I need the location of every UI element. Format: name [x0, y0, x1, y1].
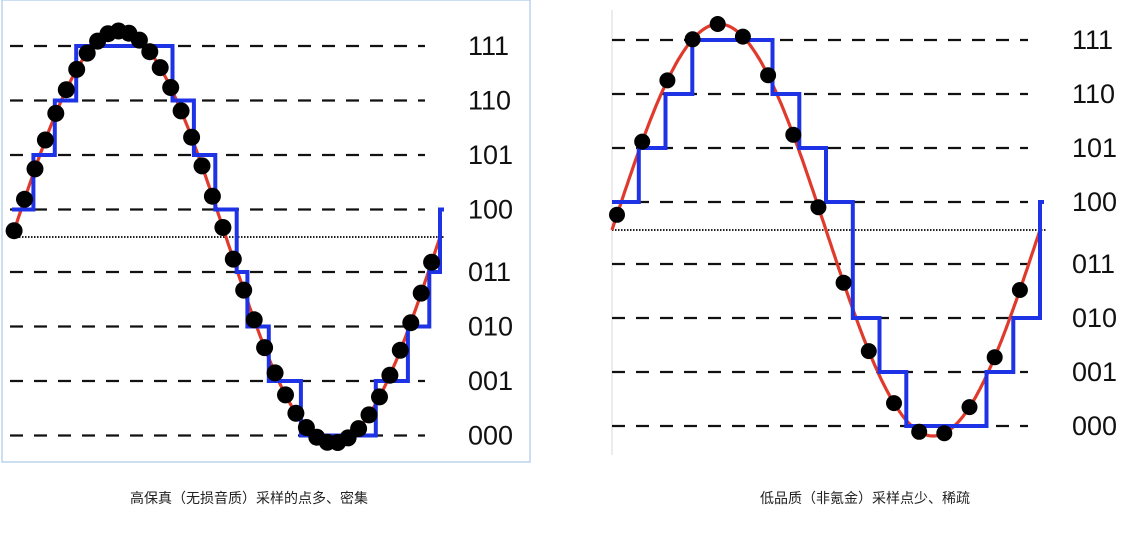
quantized-step-signal	[612, 38, 1044, 428]
sample-point	[183, 128, 201, 146]
sample-point	[810, 199, 827, 216]
sample-point	[412, 284, 430, 302]
sample-point	[709, 16, 726, 32]
low-quality-sampling-diagram: 111 110 101 100 011 010 001 000	[609, 10, 1117, 455]
sample-point	[961, 399, 978, 416]
sample-point	[172, 102, 190, 120]
sample-point	[785, 126, 802, 143]
sample-point	[734, 28, 751, 45]
level-label-001: 001	[1072, 357, 1117, 387]
level-label-001: 001	[468, 366, 513, 396]
level-label-000: 000	[468, 421, 513, 451]
sample-point	[151, 59, 169, 77]
sample-point	[266, 364, 284, 382]
sample-point	[68, 60, 86, 78]
sample-point	[835, 274, 852, 291]
level-label-010: 010	[1072, 303, 1117, 333]
sample-point	[47, 104, 65, 122]
sample-point	[360, 406, 378, 424]
sample-point	[423, 253, 441, 271]
sample-point	[78, 44, 96, 62]
sample-point	[684, 31, 701, 48]
sample-point	[224, 250, 242, 268]
sample-point	[26, 160, 44, 178]
level-label-010: 010	[468, 312, 513, 342]
sample-point	[760, 67, 777, 84]
level-label-000: 000	[1072, 411, 1117, 441]
sample-point	[609, 206, 625, 223]
sample-point	[936, 425, 953, 442]
high-quality-panel: 111 110 101 100 011 010 001 000	[0, 0, 540, 470]
sample-point	[911, 423, 928, 440]
high-quality-caption: 高保真（无损音质）采样的点多、密集	[130, 491, 368, 507]
sample-point	[381, 366, 399, 384]
sample-point	[277, 386, 294, 404]
sample-point	[391, 341, 409, 359]
sample-point	[886, 395, 902, 412]
low-quality-panel: 111 110 101 100 011 010 001 000	[600, 0, 1138, 470]
sample-point	[287, 404, 305, 422]
sample-point	[659, 72, 676, 89]
sample-point	[214, 219, 232, 236]
level-label-110: 110	[1072, 79, 1115, 109]
level-label-100: 100	[1072, 187, 1117, 217]
high-quality-sampling-diagram: 111 110 101 100 011 010 001 000	[1, 0, 531, 463]
sample-point	[634, 133, 651, 150]
sample-point	[193, 157, 211, 175]
panel-frame	[1, 0, 531, 463]
level-label-011: 011	[1072, 249, 1115, 279]
level-label-101: 101	[468, 140, 513, 170]
sample-point	[256, 339, 274, 357]
level-label-100: 100	[468, 195, 513, 225]
sample-point	[203, 187, 221, 205]
sample-point	[141, 43, 159, 61]
level-label-101: 101	[1072, 133, 1117, 163]
level-label-110: 110	[468, 86, 511, 116]
level-label-111: 111	[468, 31, 509, 61]
low-quality-caption: 低品质（非氪金）采样点少、稀疏	[760, 491, 970, 507]
level-label-011: 011	[468, 257, 511, 287]
sample-point	[16, 190, 33, 208]
sample-point	[1011, 282, 1028, 298]
sample-point	[57, 81, 75, 99]
sample-point	[162, 79, 180, 96]
sample-point	[36, 131, 54, 149]
sample-point	[860, 343, 877, 360]
sample-point	[130, 31, 148, 49]
sample-point	[245, 311, 263, 329]
sample-point	[5, 222, 23, 240]
sample-point	[350, 420, 368, 438]
level-label-111: 111	[1072, 25, 1113, 55]
sample-point	[371, 388, 388, 406]
sample-point	[235, 281, 253, 299]
sample-point	[986, 349, 1003, 366]
sample-point	[402, 314, 420, 332]
